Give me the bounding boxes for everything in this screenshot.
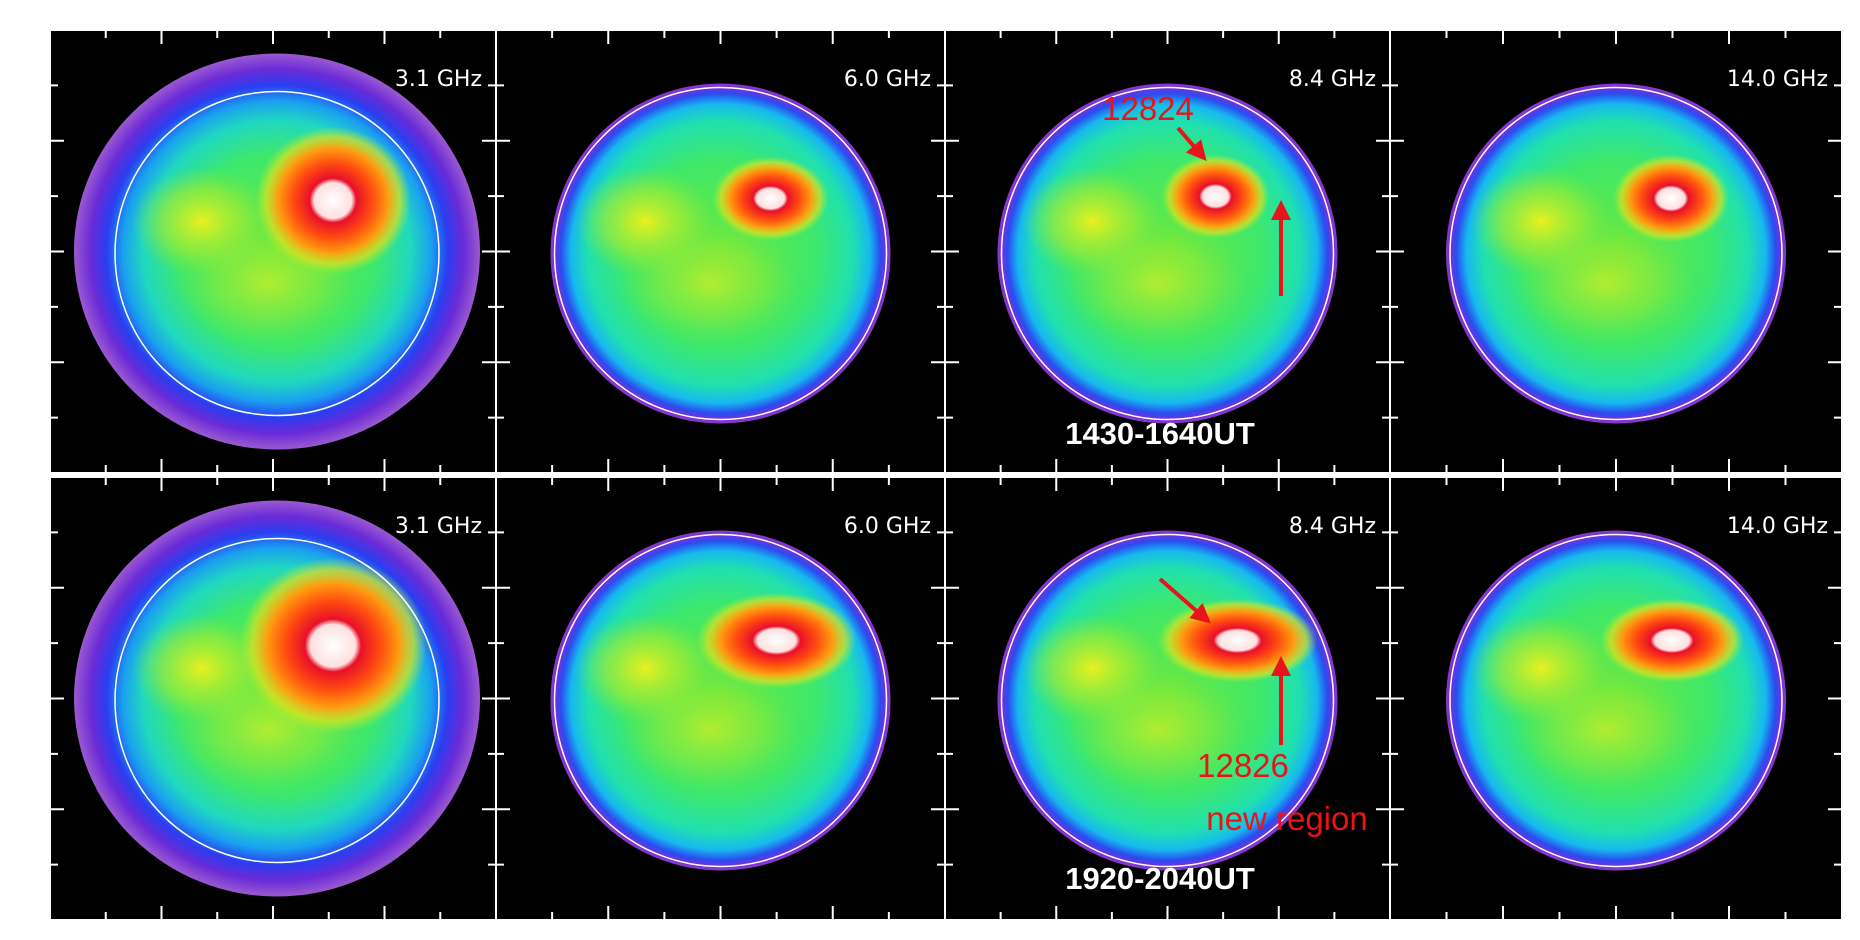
emission-region [1068, 224, 1248, 344]
frequency-label: 3.1 GHz [395, 67, 482, 92]
frequency-label: 6.0 GHz [844, 67, 931, 92]
active-region [1162, 155, 1270, 239]
panel: 14.0 GHz [1390, 477, 1842, 920]
panel: 3.1 GHz [50, 477, 496, 920]
active-region [239, 558, 427, 734]
panel: 14.0 GHz [1390, 30, 1842, 473]
time-label: 1920-2040UT [1065, 861, 1255, 896]
region-label: 12826 [1197, 747, 1289, 784]
panel: 6.0 GHz [496, 30, 945, 473]
frequency-label: 8.4 GHz [1289, 514, 1376, 539]
active-region [713, 157, 829, 241]
frequency-label: 8.4 GHz [1289, 67, 1376, 92]
panel: 3.1 GHz [50, 30, 496, 473]
panel: 8.4 GHz [945, 477, 1390, 920]
region-label: 12824 [1102, 90, 1194, 127]
active-region [1158, 599, 1318, 683]
panel: 6.0 GHz [496, 477, 945, 920]
active-region [697, 593, 857, 689]
active-region [1600, 599, 1744, 683]
frequency-label: 14.0 GHz [1727, 67, 1828, 92]
emission-region [1516, 671, 1696, 791]
active-region [1613, 155, 1729, 243]
emission-region [621, 671, 801, 791]
frequency-label: 6.0 GHz [844, 514, 931, 539]
region-label: new region [1206, 800, 1367, 837]
frequency-label: 3.1 GHz [395, 514, 482, 539]
active-region [255, 127, 411, 275]
figure: 3.1 GHz 6.0 GHz 8.4 GHz 14.0 GHz 3.1 GHz 6.0 … [0, 0, 1860, 940]
emission-region [621, 224, 801, 344]
frequency-label: 14.0 GHz [1727, 514, 1828, 539]
time-label: 1430-1640UT [1065, 416, 1255, 451]
